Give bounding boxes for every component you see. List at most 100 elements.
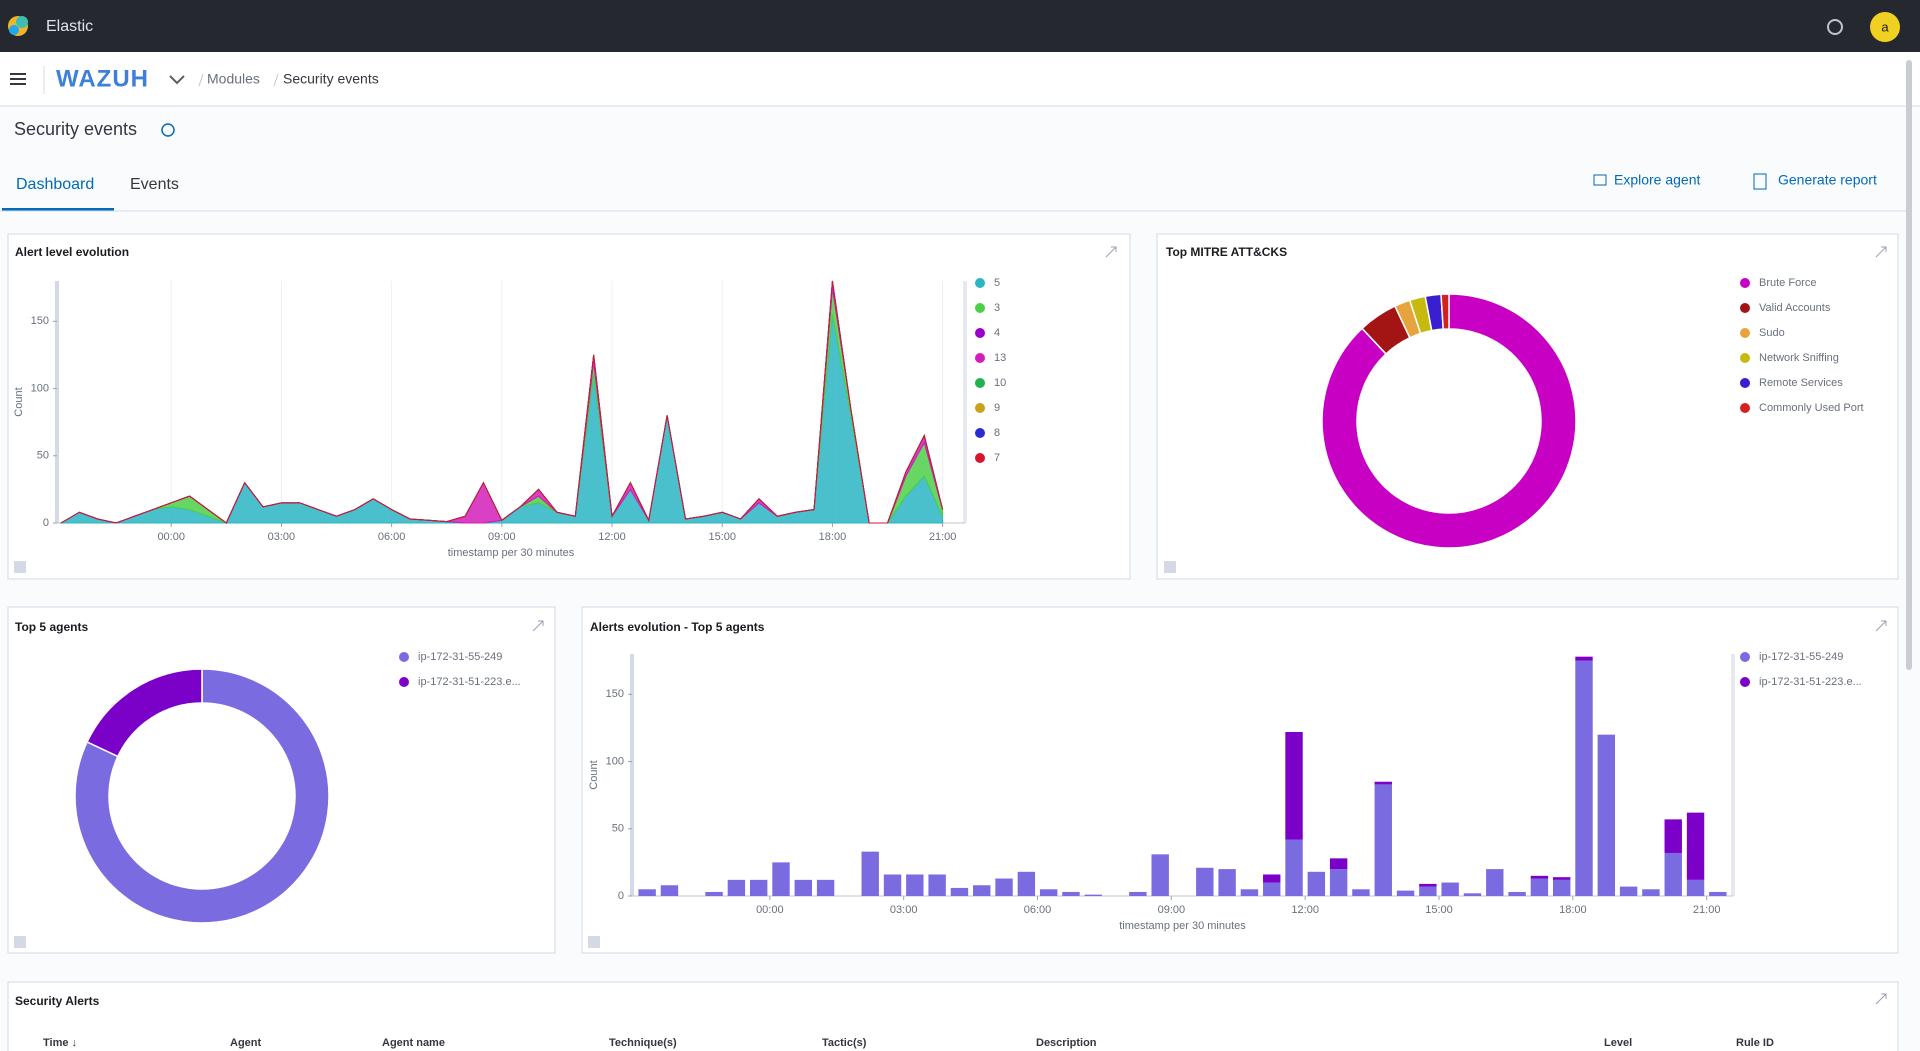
y-tick-label: 150 bbox=[31, 315, 49, 327]
legend-label: ip-172-31-55-249 bbox=[1759, 651, 1843, 663]
y-tick-label: 50 bbox=[37, 450, 49, 462]
legend-label: Valid Accounts bbox=[1759, 302, 1831, 314]
bar bbox=[1530, 875, 1549, 879]
legend-marker bbox=[1740, 677, 1750, 687]
donut-slice bbox=[74, 668, 330, 924]
bar bbox=[1508, 891, 1526, 896]
bar bbox=[995, 878, 1013, 896]
bar bbox=[749, 879, 768, 896]
legend-marker bbox=[1740, 303, 1750, 313]
x-tick-label: 00:00 bbox=[157, 531, 185, 543]
bar bbox=[1352, 889, 1370, 896]
legend-toggle[interactable] bbox=[1164, 561, 1176, 573]
bar bbox=[1374, 781, 1392, 785]
legend-label: 13 bbox=[994, 352, 1006, 364]
y-tick-label: 100 bbox=[606, 755, 624, 767]
bar bbox=[794, 879, 812, 896]
bar bbox=[1419, 886, 1437, 896]
bar bbox=[1575, 656, 1593, 661]
bar bbox=[705, 891, 723, 896]
settings-icon[interactable] bbox=[1827, 19, 1843, 35]
panel-title: Top 5 agents bbox=[15, 620, 88, 634]
panel-icons bbox=[14, 246, 1887, 1005]
bar bbox=[1285, 731, 1303, 840]
bar bbox=[1597, 734, 1616, 896]
legend-label: Brute Force bbox=[1759, 277, 1816, 289]
bar bbox=[816, 879, 835, 896]
bar bbox=[1196, 867, 1214, 896]
legend-marker bbox=[975, 403, 985, 413]
y-axis-title: Count bbox=[13, 387, 25, 416]
expand-icon[interactable] bbox=[1875, 993, 1887, 1005]
legend-marker bbox=[399, 677, 409, 687]
bar bbox=[638, 889, 656, 896]
legend-label: 8 bbox=[994, 427, 1000, 439]
app-dropdown[interactable] bbox=[169, 75, 185, 85]
column-header: Agent name bbox=[382, 1037, 445, 1049]
legend-label: ip-172-31-51-223.e... bbox=[418, 676, 521, 688]
info-icon[interactable] bbox=[161, 123, 175, 137]
tab[interactable]: Events bbox=[130, 176, 179, 193]
breadcrumb[interactable]: Modules bbox=[207, 71, 260, 87]
expand-icon[interactable] bbox=[532, 620, 544, 632]
legend-label: 10 bbox=[994, 377, 1006, 389]
x-tick-label: 12:00 bbox=[1291, 904, 1319, 916]
y-tick-label: 0 bbox=[618, 890, 624, 902]
scrollbar[interactable] bbox=[1906, 60, 1912, 670]
expand-icon[interactable] bbox=[1875, 246, 1887, 258]
legend-marker bbox=[975, 303, 985, 313]
agent-icon bbox=[1593, 174, 1607, 186]
bar bbox=[1553, 877, 1571, 880]
legend-toggle[interactable] bbox=[14, 936, 26, 948]
expand-icon[interactable] bbox=[1105, 246, 1117, 258]
legend-marker bbox=[975, 353, 985, 363]
legend-toggle[interactable] bbox=[588, 936, 600, 948]
panel bbox=[581, 606, 1899, 954]
report-icon bbox=[1753, 173, 1767, 190]
generate-report[interactable]: Generate report bbox=[1778, 172, 1877, 188]
legend-toggle[interactable] bbox=[14, 561, 26, 573]
expand-icon[interactable] bbox=[1875, 620, 1887, 632]
legend-marker bbox=[975, 428, 985, 438]
bar bbox=[727, 879, 746, 896]
x-tick-label: 03:00 bbox=[890, 904, 918, 916]
legend-marker bbox=[1740, 403, 1750, 413]
tab-active[interactable]: Dashboard bbox=[16, 176, 94, 193]
bar bbox=[660, 885, 679, 896]
x-tick-label: 06:00 bbox=[378, 531, 406, 543]
legend-label: 7 bbox=[994, 452, 1000, 464]
bar bbox=[1017, 871, 1036, 896]
avatar-letter: a bbox=[1881, 19, 1889, 34]
donut-slice bbox=[1321, 293, 1577, 549]
breadcrumb-separator bbox=[273, 73, 279, 87]
legend-marker bbox=[1740, 378, 1750, 388]
legend-marker bbox=[1740, 328, 1750, 338]
y-tick-label: 0 bbox=[43, 517, 49, 529]
bar bbox=[1553, 879, 1571, 896]
breadcrumb: Security events bbox=[283, 71, 379, 87]
menu-bar bbox=[10, 78, 26, 80]
bar bbox=[1307, 871, 1326, 896]
donut-slice bbox=[86, 668, 203, 758]
app-logo[interactable]: WAZUH bbox=[56, 65, 149, 92]
column-header: Level bbox=[1604, 1037, 1632, 1049]
avatar[interactable] bbox=[1870, 12, 1900, 42]
bar bbox=[1664, 819, 1682, 853]
elastic-logo-part bbox=[9, 25, 19, 35]
tab-underline bbox=[2, 208, 114, 211]
bar bbox=[1642, 889, 1660, 896]
page-title: Security events bbox=[14, 119, 137, 139]
bar bbox=[1530, 878, 1549, 896]
menu-icon[interactable] bbox=[10, 73, 26, 85]
x-tick-label: 09:00 bbox=[1158, 904, 1186, 916]
bar bbox=[1263, 882, 1281, 896]
table-title: Security Alerts bbox=[15, 994, 100, 1008]
bar bbox=[906, 874, 924, 896]
explore-agent[interactable]: Explore agent bbox=[1614, 172, 1701, 188]
column-header: Description bbox=[1036, 1037, 1097, 1049]
bar bbox=[1619, 886, 1638, 896]
panel-title: Alerts evolution - Top 5 agents bbox=[590, 620, 765, 634]
legend-marker bbox=[1740, 353, 1750, 363]
legend-label: 9 bbox=[994, 402, 1000, 414]
